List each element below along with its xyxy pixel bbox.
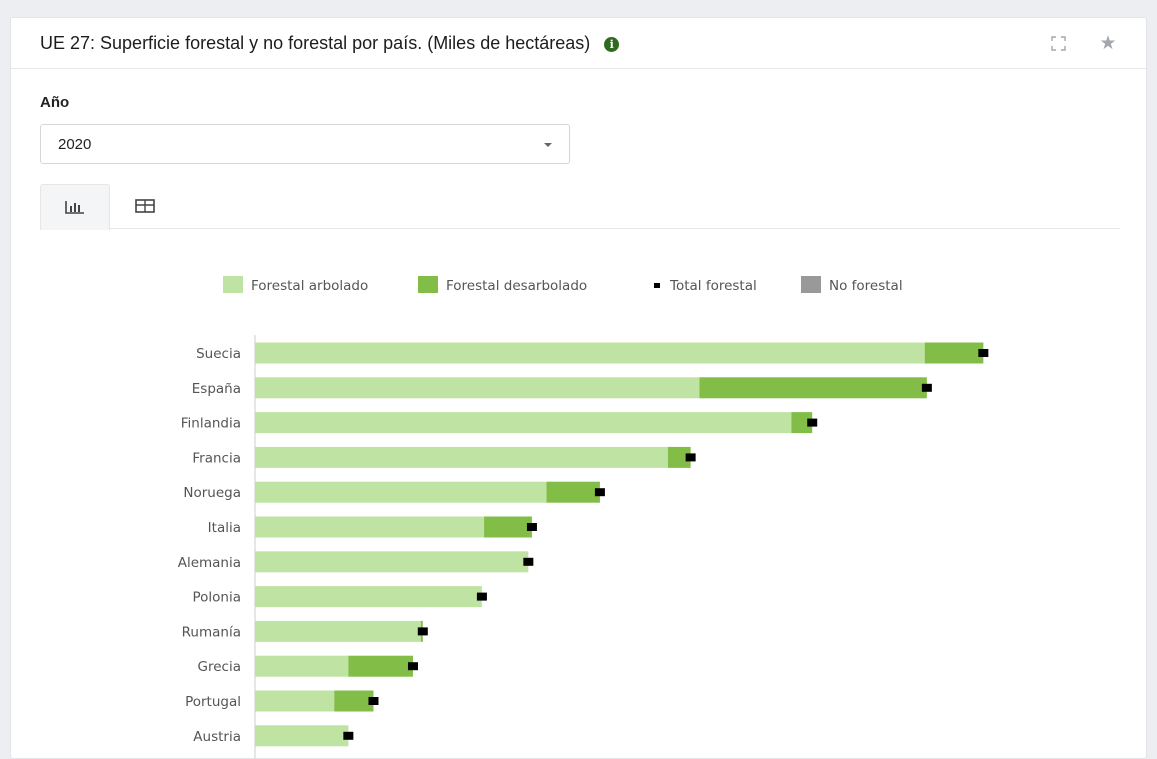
y-tick-label: Alemania [178,555,241,571]
bar-forestal-arbolado [255,481,547,503]
marker-total-forestal [526,523,537,531]
marker-total-forestal [807,418,818,427]
y-tick-label: Portugal [185,694,241,710]
info-icon[interactable]: i [604,37,620,52]
marker-total-forestal [921,383,932,392]
bar-forestal-arbolado [255,690,335,712]
y-tick-label: Grecia [198,659,241,675]
bar-forestal-desarbolado [924,342,984,364]
legend-swatch [418,276,438,293]
table-icon [135,199,155,213]
y-tick-label: Italia [208,520,241,536]
year-select-value: 2020 [58,136,92,153]
y-tick-label: Rumanía [182,624,241,640]
bar-forestal-arbolado [255,655,349,677]
bar-forestal-desarbolado [348,655,413,677]
panel-header: UE 27: Superficie forestal y no forestal… [11,18,1146,69]
bar-forestal-desarbolado [334,690,374,712]
bar-forestal-desarbolado [699,377,927,399]
bar-forestal-desarbolado [791,412,813,434]
bar-forestal-arbolado [255,516,485,538]
marker-total-forestal [685,453,696,462]
legend-swatch [801,276,821,293]
legend-marker-total-forestal [654,283,660,288]
panel-title-row: UE 27: Superficie forestal y no forestal… [40,33,620,54]
y-tick-label: Suecia [196,346,241,362]
y-tick-label: Polonia [192,590,241,606]
legend-label: No forestal [829,278,903,294]
legend-swatch [223,276,243,293]
bar-forestal-desarbolado [484,516,532,538]
marker-total-forestal [368,697,379,705]
legend-label: Total forestal [669,278,757,294]
bar-forestal-arbolado [255,412,792,434]
y-tick-label: Francia [192,450,241,466]
marker-total-forestal [978,349,989,357]
marker-total-forestal [407,662,418,671]
bar-chart-icon [65,201,84,214]
legend-label: Forestal desarbolado [446,278,587,294]
favorite-star-icon[interactable]: ★ [1099,32,1117,54]
y-tick-label: Austria [193,729,241,745]
bar-forestal-desarbolado [546,481,600,503]
bar-forestal-arbolado [255,620,421,642]
bar-forestal-arbolado [255,342,925,364]
bar-forestal-arbolado [255,446,668,468]
marker-total-forestal [594,488,605,497]
view-tabs [40,184,1120,230]
bar-forestal-arbolado [255,551,529,573]
panel-card: UE 27: Superficie forestal y no forestal… [10,17,1147,759]
tab-chart[interactable] [40,184,110,230]
bar-forestal-arbolado [255,377,700,399]
y-tick-label: Finlandia [181,416,241,432]
bar-forestal-arbolado [255,725,349,747]
panel-title: UE 27: Superficie forestal y no forestal… [40,33,591,53]
y-tick-label: Noruega [183,485,241,501]
marker-total-forestal [523,557,534,566]
year-select[interactable]: 2020 [40,124,570,164]
tab-table[interactable] [111,184,179,228]
year-filter-label: Año [40,94,70,111]
bar-forestal-arbolado [255,586,482,608]
y-tick-label: España [192,381,241,397]
marker-total-forestal [476,592,487,601]
bar-forestal-desarbolado [667,446,691,468]
marker-total-forestal [343,731,354,740]
fullscreen-icon[interactable] [1051,36,1066,51]
legend-label: Forestal arbolado [251,278,368,294]
marker-total-forestal [417,627,428,636]
chevron-down-icon [544,143,552,147]
forest-area-chart: Forestal arbolado Forestal desarbolado Tot… [178,276,989,758]
